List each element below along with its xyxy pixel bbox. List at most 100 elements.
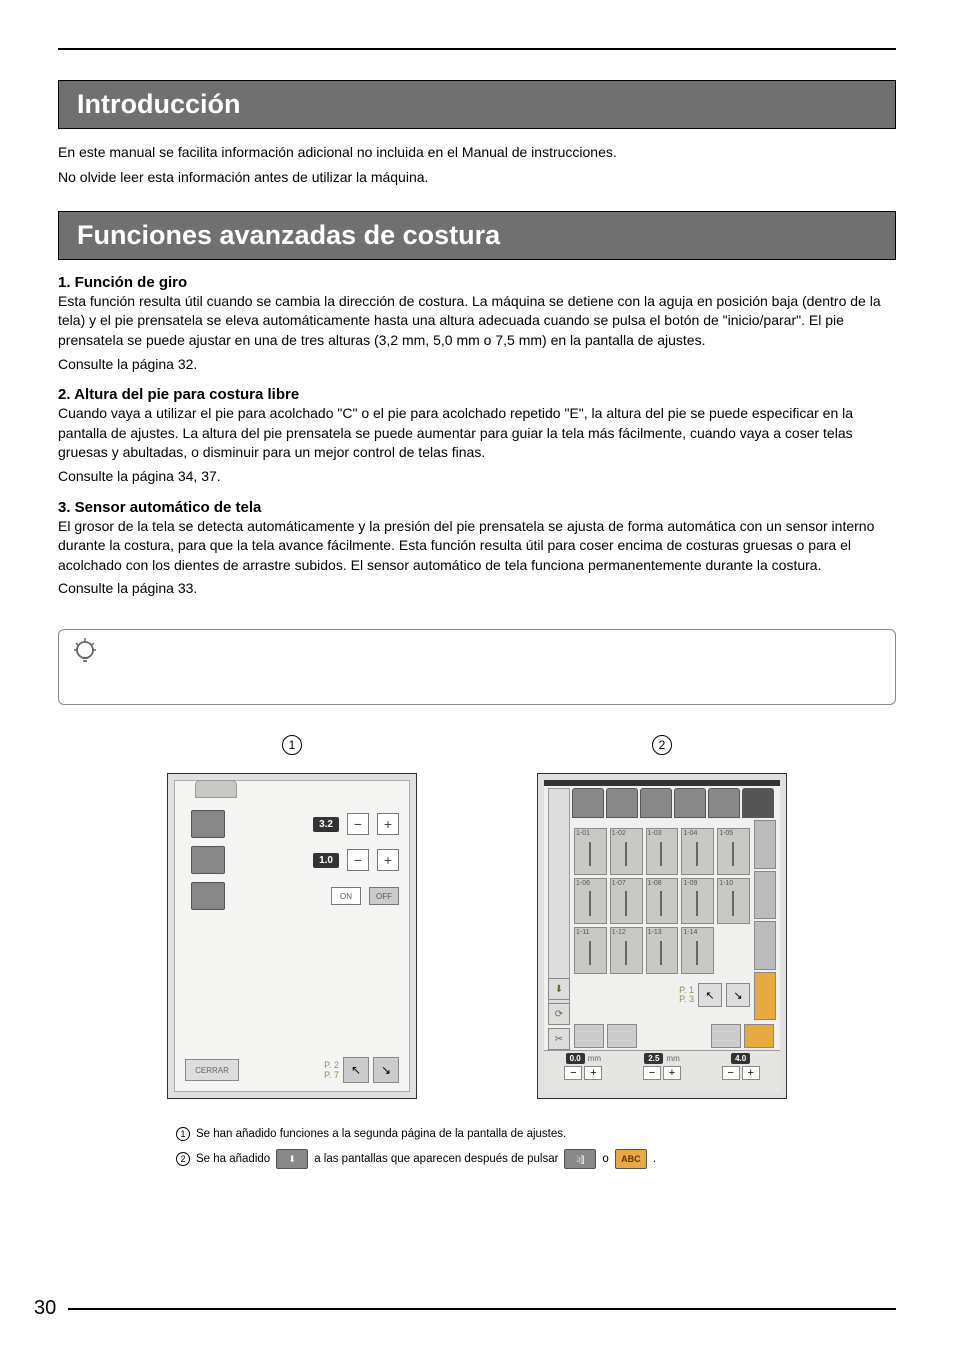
sec3-ref: Consulte la página 33. [58, 579, 896, 599]
next-page-button[interactable]: ↘ [373, 1057, 399, 1083]
figure-1-column: 1 3.2 − + 1.0 − + [167, 735, 417, 1099]
s1-row-1: 3.2 − + [191, 809, 399, 839]
stitch-cell[interactable]: 1-09 [681, 878, 714, 925]
stitch-cell[interactable]: 1-11 [574, 927, 607, 974]
s2-page-indicator: P. 1 P. 3 [679, 986, 694, 1004]
page-number: 30 [34, 1297, 56, 1320]
sec2-body: Cuando vaya a utilizar el pie para acolc… [58, 404, 896, 463]
figure-2-label: 2 [652, 735, 672, 755]
plus-button-3[interactable]: + [584, 1066, 602, 1080]
stitch-cell[interactable]: 1-13 [646, 927, 679, 974]
tb2-spacer [640, 1024, 708, 1048]
s2-bcol-2: 2.5 mm − + [623, 1051, 702, 1092]
stitch-cell[interactable]: 1-10 [717, 878, 750, 925]
scissors-button[interactable]: ✂ [548, 1028, 570, 1050]
bottom-rule [68, 1308, 896, 1310]
stitch-cell[interactable]: 1-03 [646, 828, 679, 875]
tab-4[interactable] [674, 788, 706, 818]
plus-button-2[interactable]: + [377, 849, 399, 871]
right-btn-3[interactable] [754, 921, 776, 970]
stitch-cell[interactable]: 1-01 [574, 828, 607, 875]
tab-5[interactable] [708, 788, 740, 818]
s1-value-1: 3.2 [313, 817, 339, 832]
stitch-cell[interactable]: 1-14 [681, 927, 714, 974]
s1-row-3: ON OFF [191, 881, 399, 911]
sec2-title: 2. Altura del pie para costura libre [58, 386, 896, 403]
close-button[interactable]: CERRAR [185, 1059, 239, 1081]
tab-6[interactable] [742, 788, 774, 818]
minus-button-3[interactable]: − [564, 1066, 582, 1080]
stitch-cell[interactable]: 1-07 [610, 878, 643, 925]
right-btn-4[interactable] [754, 972, 776, 1021]
tab-2[interactable] [606, 788, 638, 818]
s2-unit-1: mm [588, 1054, 601, 1063]
footnote-2-text-b: a las pantallas que aparecen después de … [314, 1153, 558, 1165]
lock-button[interactable]: ⟳ [548, 1003, 570, 1025]
minus-button-5[interactable]: − [722, 1066, 740, 1080]
footnote-2-text-c: o [602, 1153, 608, 1165]
sec1-title: 1. Función de giro [58, 274, 896, 291]
s2-right-column [754, 820, 776, 1020]
sec3-body: El grosor de la tela se detecta automáti… [58, 517, 896, 576]
stitch-menu-inline-icon: ⦙≀⟧ [564, 1149, 596, 1169]
s2-tool-column: ⬇ ⟳ ✂ [548, 978, 570, 1050]
stitch-cell[interactable]: 1-06 [574, 878, 607, 925]
plus-button-4[interactable]: + [663, 1066, 681, 1080]
s2-topbar [544, 780, 780, 786]
figure-2-column: 2 [537, 735, 787, 1099]
stitch-grid: 1-01 1-02 1-03 1-04 1-05 1-06 1-07 1-08 … [574, 828, 750, 974]
section-header-2: Funciones avanzadas de costura [58, 211, 896, 260]
right-btn-2[interactable] [754, 871, 776, 920]
sec2-ref: Consulte la página 34, 37. [58, 467, 896, 487]
tb2-3[interactable] [711, 1024, 741, 1048]
screenshot-1: 3.2 − + 1.0 − + ON OFF [167, 773, 417, 1099]
minus-button-2[interactable]: − [347, 849, 369, 871]
lightbulb-icon [73, 638, 97, 673]
stitch-cell[interactable]: 1-04 [681, 828, 714, 875]
tb2-4[interactable] [744, 1024, 774, 1048]
footnotes: 1 Se han añadido funciones a la segunda … [176, 1127, 896, 1169]
s2-tab-row [572, 788, 774, 818]
sensor-icon [191, 882, 225, 910]
prev-page-button-2[interactable]: ↖ [698, 983, 722, 1007]
s1-page-indicator: P. 2 P. 7 [324, 1060, 339, 1080]
presser-foot-inline-icon: ⬇ [276, 1149, 308, 1169]
s2-bottom-bar: 0.0 mm − + 2.5 mm [544, 1050, 780, 1092]
stitch-cell[interactable]: 1-12 [610, 927, 643, 974]
stitch-cell[interactable]: 1-02 [610, 828, 643, 875]
presser-foot-button[interactable]: ⬇ [548, 978, 570, 1000]
screenshot-2: 1-01 1-02 1-03 1-04 1-05 1-06 1-07 1-08 … [537, 773, 787, 1099]
plus-button-5[interactable]: + [742, 1066, 760, 1080]
stitch-cell-empty [717, 927, 750, 974]
minus-button[interactable]: − [347, 813, 369, 835]
next-page-button-2[interactable]: ↘ [726, 983, 750, 1007]
tb2-2[interactable] [607, 1024, 637, 1048]
intro-line-2: No olvide leer esta información antes de… [58, 167, 896, 187]
section-header-1: Introducción [58, 80, 896, 129]
prev-page-button[interactable]: ↖ [343, 1057, 369, 1083]
right-btn-1[interactable] [754, 820, 776, 869]
tab-3[interactable] [640, 788, 672, 818]
presser-foot-height-icon [191, 846, 225, 874]
footnote-1: 1 Se han añadido funciones a la segunda … [176, 1127, 896, 1141]
minus-button-4[interactable]: − [643, 1066, 661, 1080]
stitch-cell[interactable]: 1-05 [717, 828, 750, 875]
footnote-2-marker: 2 [176, 1152, 190, 1166]
s2-value-1: 0.0 [566, 1053, 585, 1064]
footnote-2-text-a: Se ha añadido [196, 1153, 270, 1165]
screenshot-1-inner: 3.2 − + 1.0 − + ON OFF [174, 780, 410, 1092]
s2-page-total: P. 3 [679, 995, 694, 1004]
on-toggle[interactable]: ON [331, 887, 361, 905]
hint-box [58, 629, 896, 705]
presser-foot-icon [191, 810, 225, 838]
s2-toolbar-2 [574, 1024, 774, 1048]
tb2-1[interactable] [574, 1024, 604, 1048]
footnote-2: 2 Se ha añadido ⬇ a las pantallas que ap… [176, 1149, 896, 1169]
s2-bcol-1: 0.0 mm − + [544, 1051, 623, 1092]
plus-button[interactable]: + [377, 813, 399, 835]
tab-1[interactable] [572, 788, 604, 818]
s1-row-2: 1.0 − + [191, 845, 399, 875]
figures-row: 1 3.2 − + 1.0 − + [58, 735, 896, 1099]
off-toggle[interactable]: OFF [369, 887, 399, 905]
stitch-cell[interactable]: 1-08 [646, 878, 679, 925]
